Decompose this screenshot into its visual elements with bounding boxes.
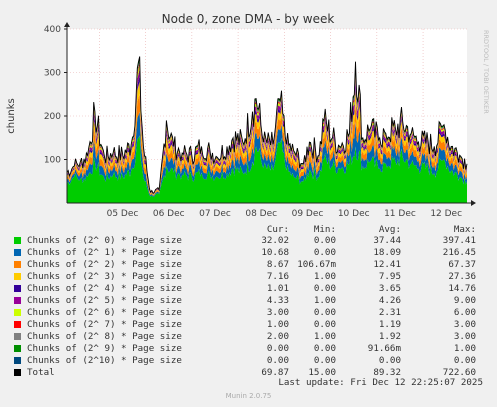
last-update: Last update: Fri Dec 12 22:25:07 2025 — [278, 377, 483, 388]
y-axis-arrow — [64, 22, 70, 27]
x-tick-label: 07 Dec — [199, 209, 231, 219]
x-tick-label: 12 Dec — [430, 209, 462, 219]
x-tick-label: 11 Dec — [384, 209, 416, 219]
munin-version: Munin 2.0.75 — [225, 392, 272, 400]
x-tick-label: 06 Dec — [153, 209, 185, 219]
chart-title: Node 0, zone DMA - by week — [162, 12, 335, 26]
stacked-areas — [66, 56, 468, 203]
x-tick-label: 05 Dec — [107, 209, 139, 219]
x-axis-arrow — [471, 200, 476, 206]
total-line — [66, 56, 468, 194]
y-axis-label: chunks — [6, 98, 17, 134]
y-tick-label: 200 — [44, 112, 61, 122]
x-tick-label: 10 Dec — [338, 209, 370, 219]
y-tick-label: 100 — [44, 156, 61, 166]
rrdtool-side-label: RRDTOOL / TOBI OETIKER — [482, 30, 490, 114]
x-tick-label: 08 Dec — [245, 209, 277, 219]
y-tick-label: 400 — [44, 25, 61, 35]
axes: 100 200 300 400 05 Dec 06 Dec 07 Dec 08 Dec 09 D… — [44, 22, 476, 219]
area-series-0 — [67, 135, 467, 203]
x-tick-label: 09 Dec — [292, 209, 324, 219]
y-tick-label: 300 — [44, 69, 61, 79]
